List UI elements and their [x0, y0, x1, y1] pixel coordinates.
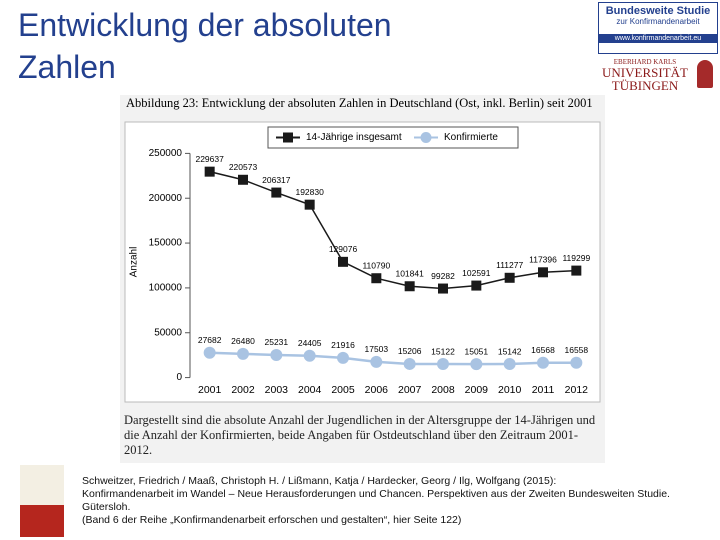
- data-label: 220573: [229, 162, 258, 172]
- x-tick-label: 2012: [565, 384, 589, 396]
- y-tick-label: 200000: [149, 193, 183, 204]
- series-line: [209, 170, 577, 290]
- data-label: 101841: [395, 269, 424, 279]
- point: [270, 348, 283, 361]
- x-tick-label: 2002: [231, 384, 255, 396]
- point: [403, 357, 416, 370]
- legend-box: [267, 126, 519, 149]
- data-label: 117396: [529, 255, 557, 265]
- data-label: 26480: [231, 336, 255, 346]
- point: [404, 281, 415, 292]
- data-label: 229637: [195, 154, 224, 164]
- data-label: 16568: [531, 345, 555, 355]
- x-tick-label: 2005: [331, 384, 355, 396]
- point: [370, 355, 383, 368]
- data-label: 206317: [262, 175, 291, 185]
- x-tick-label: 2009: [465, 384, 489, 396]
- data-label: 129076: [329, 244, 358, 254]
- data-label: 24405: [298, 338, 322, 348]
- uni-seal: [697, 60, 713, 88]
- point: [371, 273, 382, 284]
- point: [570, 356, 583, 369]
- y-tick-label: 100000: [149, 283, 183, 294]
- point: [437, 358, 449, 371]
- point: [204, 166, 215, 177]
- book-cover: [20, 465, 64, 537]
- point: [438, 283, 448, 294]
- y-axis-label: Anzahl: [129, 247, 140, 278]
- point: [271, 187, 282, 198]
- x-tick-label: 2010: [498, 384, 522, 396]
- point: [338, 256, 348, 267]
- data-label: 15206: [398, 346, 422, 356]
- y-tick-label: 150000: [149, 238, 183, 249]
- university-logo: EBERHARD KARLS UNIVERSITÄT TÜBINGEN: [600, 58, 690, 92]
- legend-marker: [420, 132, 432, 143]
- data-label: 21916: [331, 340, 355, 350]
- data-label: 16558: [565, 345, 589, 355]
- x-tick-label: 2008: [431, 384, 455, 396]
- point: [337, 351, 349, 364]
- uni-line: UNIVERSITÄT: [602, 65, 688, 80]
- slide-title: Entwicklung der absoluten Zahlen: [18, 7, 392, 85]
- point: [238, 174, 248, 185]
- logo-line: Bundesweite Studie: [605, 5, 711, 17]
- data-label: 110790: [362, 260, 390, 270]
- point: [471, 280, 482, 291]
- x-tick-label: 2011: [532, 384, 555, 396]
- point: [504, 272, 515, 283]
- citation-line: Schweitzer, Friedrich / Maaß, Christoph …: [82, 475, 557, 487]
- point: [571, 265, 582, 276]
- data-label: 17503: [365, 344, 389, 354]
- x-tick-label: 2001: [198, 384, 222, 396]
- data-label: 119299: [562, 253, 590, 263]
- data-label: 99282: [431, 271, 455, 281]
- data-label: 15122: [431, 346, 455, 356]
- point: [470, 358, 483, 371]
- citation-line: (Band 6 der Reihe „Konfirmandenarbeit er…: [82, 514, 462, 526]
- data-label: 15142: [498, 346, 522, 356]
- x-tick-label: 2003: [265, 384, 289, 396]
- point: [303, 349, 316, 362]
- study-logo: Bundesweite Studie zur Konfirmandenarbei…: [598, 2, 718, 54]
- data-label: 111277: [496, 260, 523, 270]
- point: [237, 347, 249, 360]
- uni-line: EBERHARD KARLS: [613, 58, 677, 66]
- y-tick-label: 0: [176, 372, 182, 383]
- data-label: 25231: [265, 337, 289, 347]
- figure-caption: Dargestellt sind die absolute Anzahl der…: [124, 413, 596, 457]
- caption-box: Dargestellt sind die absolute Anzahl der…: [124, 413, 596, 457]
- logo-line: zur Konfirmandenarbeit: [616, 17, 700, 26]
- point: [304, 199, 315, 210]
- data-label: 15051: [465, 346, 489, 356]
- x-tick-label: 2007: [398, 384, 422, 396]
- point: [537, 356, 549, 369]
- legend-label: 14-Jährige insgesamt: [306, 132, 402, 143]
- data-label: 192830: [295, 187, 324, 197]
- y-tick-label: 250000: [149, 148, 183, 159]
- y-tick-label: 50000: [154, 327, 182, 338]
- x-tick-label: 2006: [365, 384, 389, 396]
- legend-marker: [283, 132, 293, 143]
- data-label: 102591: [462, 268, 491, 278]
- point: [538, 267, 548, 278]
- data-label: 27682: [198, 335, 222, 345]
- figure-title: Abbildung 23: Entwicklung der absoluten …: [126, 96, 593, 110]
- plot-area: [124, 121, 601, 403]
- citation-line: Konfirmandenarbeit im Wandel – Neue Hera…: [82, 488, 670, 513]
- citation: Schweitzer, Friedrich / Maaß, Christoph …: [82, 475, 712, 527]
- point: [203, 346, 216, 359]
- logo-url: www.konfirmandenarbeit.eu: [599, 34, 717, 43]
- x-tick-label: 2004: [298, 384, 322, 396]
- point: [503, 358, 516, 371]
- uni-line: TÜBINGEN: [611, 78, 679, 93]
- legend-label: Konfirmierte: [444, 132, 498, 143]
